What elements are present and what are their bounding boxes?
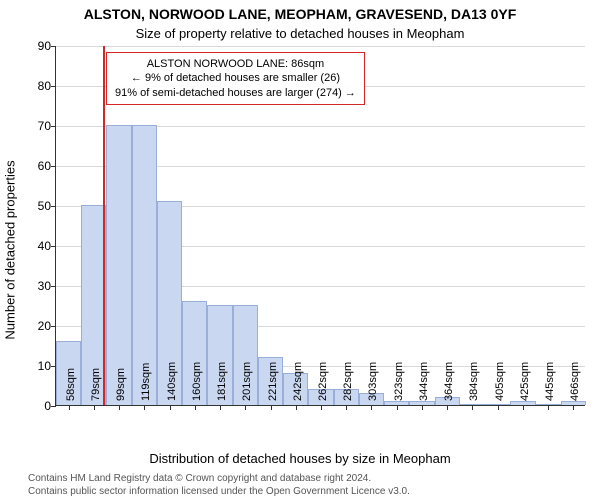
ytick-label: 20	[26, 319, 51, 333]
ytick-label: 10	[26, 359, 51, 373]
xtick-label: 466sqm	[569, 362, 581, 401]
xtick-mark	[523, 405, 524, 410]
plot-area: 010203040506070809058sqm79sqm99sqm119sqm…	[55, 46, 585, 406]
xtick-label: 160sqm	[191, 362, 203, 401]
xtick-mark	[447, 405, 448, 410]
ytick-mark	[51, 286, 56, 287]
marker-line	[103, 46, 105, 405]
xtick-mark	[573, 405, 574, 410]
ytick-mark	[51, 86, 56, 87]
ytick-mark	[51, 46, 56, 47]
xtick-label: 364sqm	[443, 362, 455, 401]
xtick-label: 384sqm	[468, 362, 480, 401]
ytick-mark	[51, 166, 56, 167]
xtick-mark	[548, 405, 549, 410]
xtick-mark	[119, 405, 120, 410]
footer-text: Contains HM Land Registry data © Crown c…	[28, 473, 410, 498]
xtick-label: 445sqm	[544, 362, 556, 401]
ytick-mark	[51, 246, 56, 247]
xtick-mark	[69, 405, 70, 410]
ytick-mark	[51, 126, 56, 127]
ytick-label: 30	[26, 279, 51, 293]
xtick-label: 79sqm	[90, 368, 102, 401]
xtick-mark	[271, 405, 272, 410]
xtick-mark	[296, 405, 297, 410]
xtick-mark	[472, 405, 473, 410]
xtick-label: 405sqm	[494, 362, 506, 401]
xtick-label: 262sqm	[317, 362, 329, 401]
xtick-label: 282sqm	[342, 362, 354, 401]
ytick-mark	[51, 406, 56, 407]
xtick-label: 201sqm	[241, 362, 253, 401]
xtick-label: 323sqm	[393, 362, 405, 401]
xtick-label: 58sqm	[65, 368, 77, 401]
ytick-mark	[51, 326, 56, 327]
xtick-mark	[498, 405, 499, 410]
gridline	[56, 46, 585, 47]
ytick-mark	[51, 206, 56, 207]
xtick-label: 140sqm	[166, 362, 178, 401]
xtick-mark	[220, 405, 221, 410]
xtick-mark	[422, 405, 423, 410]
xtick-label: 303sqm	[367, 362, 379, 401]
ytick-label: 60	[26, 159, 51, 173]
chart-container: ALSTON, NORWOOD LANE, MEOPHAM, GRAVESEND…	[0, 0, 600, 500]
xtick-label: 425sqm	[519, 362, 531, 401]
xtick-label: 99sqm	[115, 368, 127, 401]
xtick-label: 242sqm	[292, 362, 304, 401]
ytick-label: 90	[26, 39, 51, 53]
ytick-label: 80	[26, 79, 51, 93]
xtick-mark	[397, 405, 398, 410]
xtick-mark	[144, 405, 145, 410]
annotation-line1: ALSTON NORWOOD LANE: 86sqm	[115, 57, 356, 71]
footer-line2: Contains public sector information licen…	[28, 486, 410, 499]
xtick-label: 344sqm	[418, 362, 430, 401]
annotation-line2: ← 9% of detached houses are smaller (26)	[115, 71, 356, 85]
ytick-label: 40	[26, 239, 51, 253]
histogram-bar	[106, 125, 131, 405]
x-axis-label: Distribution of detached houses by size …	[0, 451, 600, 466]
xtick-mark	[94, 405, 95, 410]
xtick-mark	[245, 405, 246, 410]
annotation-box: ALSTON NORWOOD LANE: 86sqm ← 9% of detac…	[106, 52, 365, 105]
chart-subtitle: Size of property relative to detached ho…	[0, 26, 600, 41]
annotation-line3: 91% of semi-detached houses are larger (…	[115, 86, 356, 100]
ytick-label: 0	[26, 399, 51, 413]
ytick-label: 50	[26, 199, 51, 213]
chart-title: ALSTON, NORWOOD LANE, MEOPHAM, GRAVESEND…	[0, 6, 600, 22]
xtick-mark	[346, 405, 347, 410]
footer-line1: Contains HM Land Registry data © Crown c…	[28, 473, 410, 486]
xtick-mark	[321, 405, 322, 410]
xtick-mark	[195, 405, 196, 410]
xtick-label: 221sqm	[267, 362, 279, 401]
y-axis-label: Number of detached properties	[3, 160, 18, 339]
ytick-label: 70	[26, 119, 51, 133]
xtick-mark	[170, 405, 171, 410]
xtick-label: 119sqm	[140, 363, 152, 401]
xtick-mark	[371, 405, 372, 410]
xtick-label: 181sqm	[216, 362, 228, 401]
